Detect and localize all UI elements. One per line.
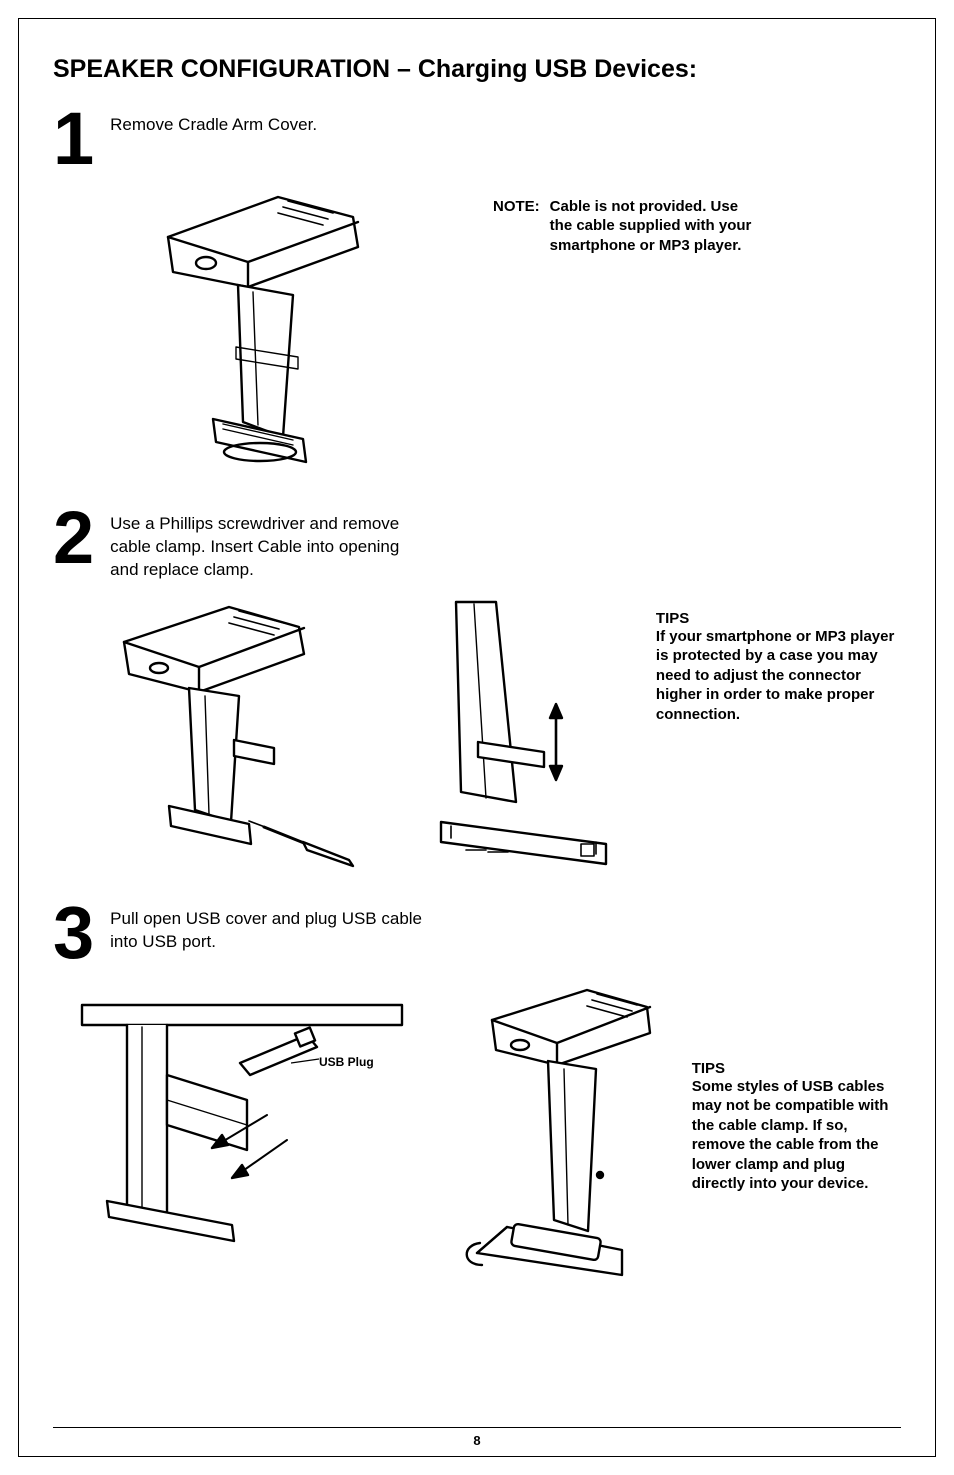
tips-2: TIPS Some styles of USB cables may not b… (692, 1060, 901, 1295)
figure-3a: USB Plug (53, 975, 432, 1295)
tips-1-label: TIPS (656, 610, 901, 627)
step-3-text: Pull open USB cover and plug USB cable i… (110, 908, 430, 954)
page-number: 8 (19, 1433, 935, 1448)
usb-plug-label: USB Plug (319, 1055, 374, 1069)
step-2: 2 Use a Phillips screwdriver and remove … (53, 507, 901, 582)
figure-2a (53, 592, 406, 882)
step-1-text: Remove Cradle Arm Cover. (110, 114, 317, 137)
step-1: 1 Remove Cradle Arm Cover. (53, 108, 901, 171)
figure-2b (426, 592, 636, 882)
tips-1-body: If your smartphone or MP3 player is prot… (656, 627, 901, 725)
note-body: Cable is not provided. Use the cable sup… (550, 197, 760, 256)
footer-rule (53, 1427, 901, 1428)
tips-2-label: TIPS (692, 1060, 901, 1077)
step-3: 3 Pull open USB cover and plug USB cable… (53, 902, 901, 965)
figure-1 (53, 177, 473, 477)
step-2-number: 2 (53, 507, 92, 570)
figure-3b (452, 975, 672, 1295)
note-block: NOTE: Cable is not provided. Use the cab… (493, 197, 833, 477)
step-3-number: 3 (53, 902, 92, 965)
page-title: SPEAKER CONFIGURATION – Charging USB Dev… (53, 55, 901, 84)
step-2-text: Use a Phillips screwdriver and remove ca… (110, 513, 430, 582)
note-label: NOTE: (493, 197, 540, 256)
tips-1: TIPS If your smartphone or MP3 player is… (656, 610, 901, 882)
tips-2-body: Some styles of USB cables may not be com… (692, 1077, 901, 1194)
step-1-number: 1 (53, 108, 92, 171)
